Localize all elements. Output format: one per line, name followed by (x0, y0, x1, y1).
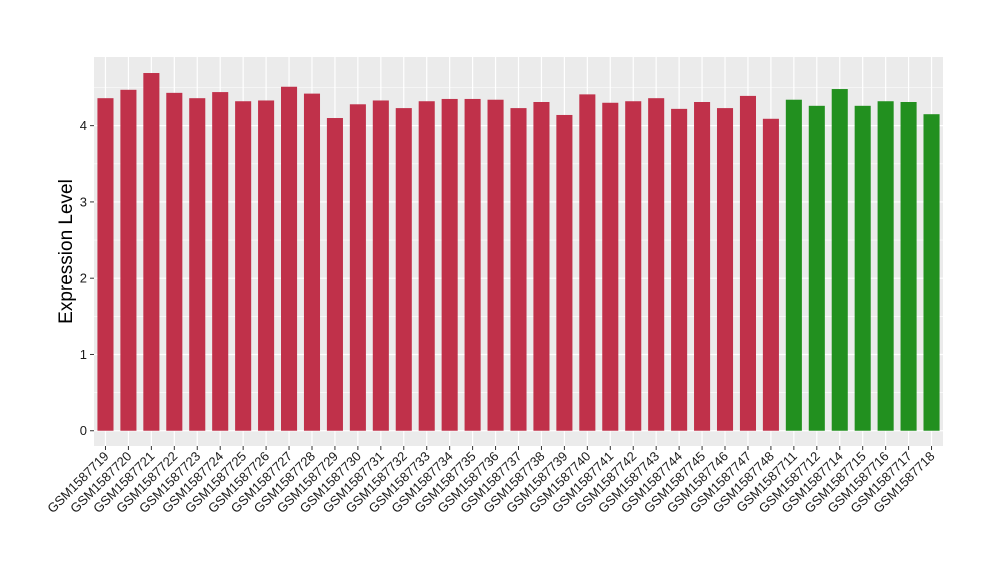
bar-GSM1587712 (808, 105, 825, 431)
x-axis: GSM1587719GSM1587720GSM1587721GSM1587722… (44, 446, 938, 516)
bar-GSM1587720 (120, 89, 137, 431)
bar-GSM1587723 (189, 98, 206, 431)
bar-GSM1587739 (556, 114, 573, 431)
bar-GSM1587743 (648, 98, 665, 431)
bar-GSM1587732 (395, 108, 412, 431)
bar-GSM1587717 (900, 102, 917, 431)
bar-GSM1587721 (143, 73, 160, 431)
y-tick-label: 2 (80, 271, 87, 286)
bar-GSM1587716 (877, 101, 894, 431)
bar-GSM1587714 (831, 89, 848, 431)
bar-GSM1587728 (303, 93, 321, 431)
bar-GSM1587726 (258, 100, 275, 431)
y-axis: 0 1 2 3 4 (80, 118, 94, 438)
y-tick-label: 3 (80, 194, 87, 209)
bar-GSM1587733 (418, 101, 435, 431)
bar-GSM1587718 (923, 114, 940, 431)
bar-GSM1587711 (785, 99, 802, 431)
bar-GSM1587727 (281, 86, 298, 431)
y-tick-label: 0 (80, 423, 87, 438)
bar-GSM1587715 (854, 105, 871, 431)
y-axis-title: Expression Level (56, 179, 77, 324)
bar-GSM1587742 (625, 101, 642, 431)
bars-group (97, 73, 940, 431)
bar-GSM1587744 (671, 108, 688, 431)
bar-GSM1587741 (602, 102, 619, 431)
bar-GSM1587731 (372, 100, 389, 431)
bar-GSM1587729 (326, 118, 343, 431)
bar-GSM1587740 (579, 94, 596, 431)
y-tick-label: 4 (80, 118, 87, 133)
bar-GSM1587724 (212, 92, 229, 431)
bar-GSM1587719 (97, 98, 114, 431)
bar-GSM1587735 (464, 98, 481, 431)
bar-GSM1587748 (762, 118, 779, 431)
bar-GSM1587730 (349, 104, 366, 431)
bar-GSM1587745 (694, 102, 711, 431)
bar-GSM1587747 (739, 95, 756, 431)
bar-GSM1587734 (441, 98, 458, 431)
bar-GSM1587725 (235, 101, 252, 431)
y-tick-label: 1 (80, 347, 87, 362)
bar-GSM1587736 (487, 99, 504, 431)
bar-GSM1587738 (533, 102, 550, 431)
bar-GSM1587737 (510, 108, 527, 431)
bar-GSM1587722 (166, 92, 183, 431)
bar-GSM1587746 (716, 108, 734, 431)
